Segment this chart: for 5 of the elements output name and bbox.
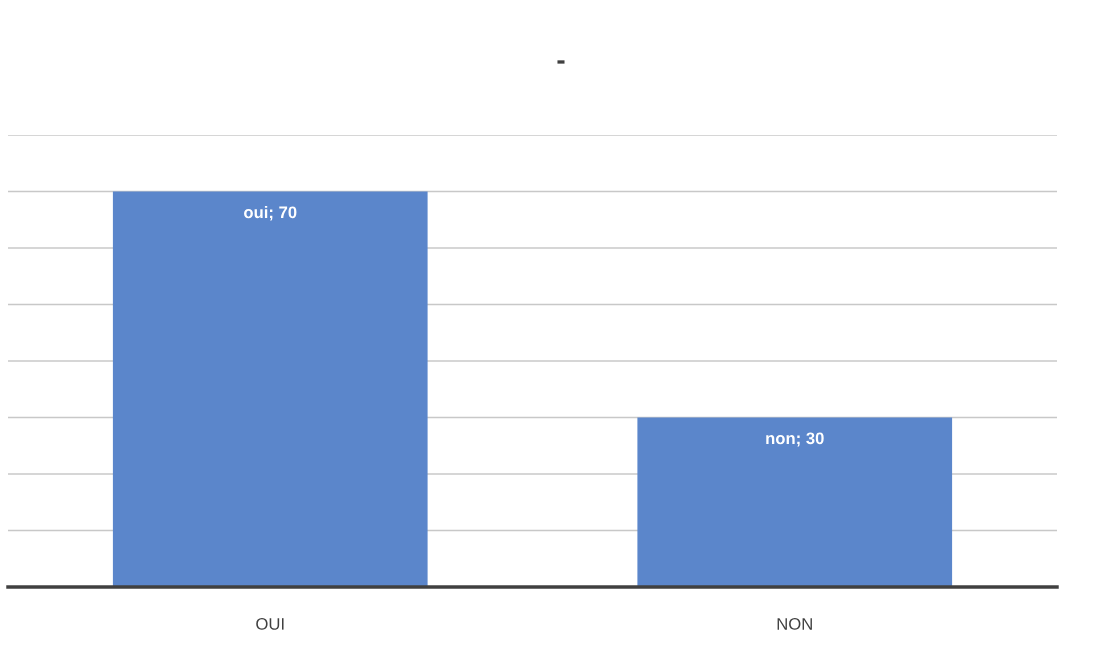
chart-title: -: [557, 60, 565, 64]
data-label: oui; 70: [244, 205, 297, 221]
x-tick-label: OUI: [256, 618, 284, 630]
data-label: non; 30: [766, 432, 824, 447]
x-tick-label: NON: [777, 618, 812, 630]
